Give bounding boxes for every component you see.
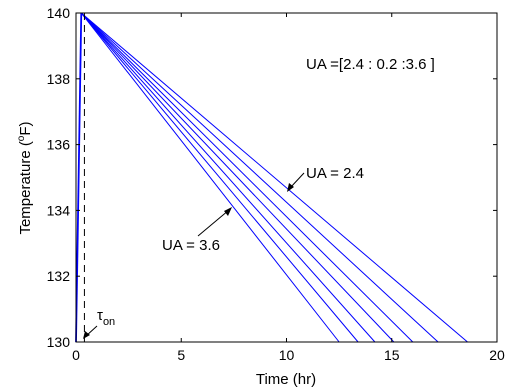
annotation-ua-range: UA =[2.4 : 0.2 :3.6 ] [306, 56, 435, 73]
annotation-ua-low-arrowhead [287, 183, 294, 192]
annotation-ua-low: UA = 2.4 [306, 165, 364, 182]
y-axis-title-main: Temperature ( [17, 141, 34, 234]
y-tick-label: 138 [47, 71, 71, 87]
cooling-line-3 [80, 12, 376, 343]
cooling-line-5 [80, 12, 414, 343]
y-axis-title-sup: o [16, 135, 27, 141]
annotation-ua-low-arrow [289, 172, 305, 189]
cooling-line-2 [80, 12, 359, 343]
y-tick-label: 130 [47, 334, 71, 350]
tau-subscript: on [103, 316, 115, 328]
x-tick-label: 5 [177, 347, 185, 363]
y-tick-label: 140 [47, 5, 71, 21]
x-tick-label: 0 [72, 347, 80, 363]
cooling-line-7 [80, 12, 468, 343]
cooling-line-1 [80, 12, 340, 343]
series-lines [75, 12, 468, 343]
axis-ticks: 0 5 10 15 20 130 132 134 136 138 140 [47, 5, 505, 363]
cooling-line-4 [80, 12, 395, 343]
x-tick-label: 15 [384, 347, 400, 363]
y-axis-title-unit: F) [17, 121, 34, 135]
x-tick-label: 20 [489, 347, 505, 363]
y-tick-label: 134 [47, 202, 71, 218]
y-tick-label: 136 [47, 137, 71, 153]
annotation-ua-high: UA = 3.6 [162, 237, 220, 254]
annotation-ua-high-arrowhead [224, 207, 232, 216]
x-tick-label: 10 [279, 347, 295, 363]
cooling-line-6 [80, 12, 439, 343]
y-axis-title: Temperature (oF) [16, 121, 34, 234]
annotation-tau-on: τon [97, 307, 115, 328]
x-axis-title: Time (hr) [256, 371, 316, 388]
heating-line [75, 12, 83, 343]
tau-symbol: τ [97, 307, 103, 324]
annotation-ua-high-arrow [197, 209, 230, 237]
annotation-tau-arrowhead [83, 331, 90, 339]
y-tick-label: 132 [47, 268, 71, 284]
